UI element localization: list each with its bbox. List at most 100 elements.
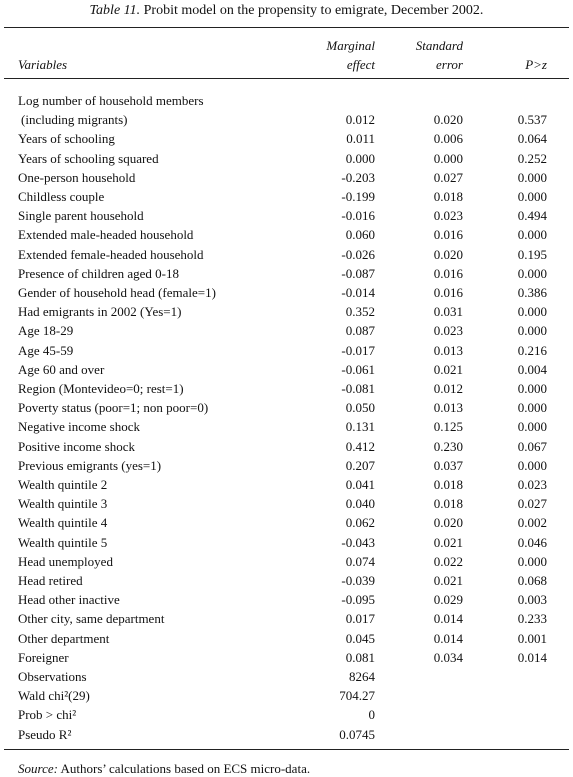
cell: 0.023 — [517, 477, 547, 492]
title-label: Table 11. — [89, 3, 141, 18]
row-label: Other department — [18, 630, 110, 646]
cell: 0.016 — [433, 285, 463, 300]
cell: 0.216 — [517, 342, 547, 358]
cell: 0.013 — [433, 400, 463, 416]
cell: 0.021 — [433, 573, 463, 588]
header-column: P>z — [525, 57, 547, 72]
cell: -0.203 — [341, 169, 375, 185]
row-label: Positive income shock — [18, 438, 135, 454]
cell: 0.000 — [517, 419, 547, 435]
cell: 0.000 — [517, 381, 547, 396]
cell: 0.064 — [517, 131, 547, 147]
row-label: Wealth quintile 3 — [18, 496, 108, 512]
cell: 0.034 — [433, 649, 463, 665]
row-label: (including migrants) — [21, 112, 128, 128]
cell: 0.020 — [433, 112, 463, 128]
cell: 0.021 — [433, 534, 463, 550]
cell: 0.027 — [517, 496, 547, 512]
cell: -0.087 — [341, 265, 375, 281]
cell: 0.012 — [433, 381, 463, 396]
row-label: Foreigner — [18, 649, 69, 665]
cell: 0.000 — [517, 189, 547, 204]
cell: 0.195 — [517, 246, 547, 262]
cell: 0.060 — [345, 227, 375, 243]
cell: -0.095 — [341, 592, 375, 608]
cell: -0.014 — [341, 285, 375, 300]
row-label: Wealth quintile 4 — [18, 515, 108, 531]
row-label: Wald chi²(29) — [18, 688, 90, 704]
cell: 0.022 — [433, 553, 463, 569]
source-label: Source: — [18, 761, 58, 776]
cell: 0.040 — [345, 496, 375, 512]
row-label: Negative income shock — [18, 419, 141, 435]
cell: 0.014 — [433, 611, 463, 627]
cell: 0.046 — [517, 534, 547, 550]
cell: -0.016 — [341, 208, 375, 224]
cell: 0.020 — [433, 246, 463, 262]
cell: 0.074 — [345, 553, 375, 569]
cell: 0.006 — [433, 131, 463, 147]
row-label: One-person household — [18, 169, 136, 185]
cell: 0.012 — [345, 112, 375, 128]
cell: 0.412 — [345, 438, 375, 454]
header-variables: Variables — [18, 57, 68, 72]
row-label: Single parent household — [18, 208, 144, 224]
cell: 0.000 — [517, 304, 547, 320]
cell: 0.207 — [345, 457, 375, 473]
cell: -0.039 — [341, 573, 375, 588]
cell: 0.000 — [517, 227, 547, 243]
cell: 0.125 — [433, 419, 463, 435]
row-label: Childless couple — [18, 189, 105, 204]
cell: 0.0745 — [339, 726, 375, 742]
cell: 0.233 — [517, 611, 547, 627]
title-text: Probit model on the propensity to emigra… — [143, 3, 484, 18]
cell: 0.000 — [517, 169, 547, 185]
cell: 0.018 — [433, 496, 463, 512]
row-label: Poverty status (poor=1; non poor=0) — [18, 400, 209, 416]
cell: 0.000 — [517, 265, 547, 281]
cell: 0.001 — [517, 630, 547, 646]
cell: -0.043 — [341, 534, 375, 550]
cell: 0.041 — [345, 477, 375, 492]
row-label: Had emigrants in 2002 (Yes=1) — [18, 304, 182, 320]
cell: 0.045 — [345, 630, 375, 646]
cell: 0.050 — [345, 400, 375, 416]
cell: 0 — [368, 707, 376, 723]
row-label: Wealth quintile 5 — [18, 534, 108, 550]
cell: 0.004 — [517, 361, 547, 377]
row-label: Head unemployed — [18, 553, 113, 569]
cell: 0.230 — [433, 438, 463, 454]
header-column: Marginal — [326, 37, 375, 53]
cell: 0.021 — [433, 361, 463, 377]
cell: 704.27 — [339, 688, 375, 704]
cell: 0.020 — [433, 515, 463, 531]
cell: 0.023 — [433, 208, 463, 224]
row-label: Age 45-59 — [18, 342, 74, 358]
row-label: Gender of household head (female=1) — [18, 285, 216, 300]
row-label: Age 18-29 — [18, 323, 74, 339]
cell: 0.068 — [517, 573, 547, 588]
cell: 0.000 — [433, 150, 463, 166]
cell: 0.027 — [433, 169, 463, 185]
row-label: Other city, same department — [18, 611, 165, 627]
cell: 0.067 — [517, 438, 547, 454]
cell: 0.016 — [433, 227, 463, 243]
cell: 0.537 — [517, 112, 547, 128]
cell: 0.018 — [433, 477, 463, 492]
cell: 0.000 — [517, 457, 547, 473]
cell: 0.252 — [517, 150, 547, 166]
cell: 0.000 — [517, 323, 547, 339]
cell: -0.017 — [341, 342, 375, 358]
row-label: Wealth quintile 2 — [18, 477, 108, 492]
cell: 0.352 — [345, 304, 375, 320]
cell: -0.061 — [341, 361, 375, 377]
cell: 0.081 — [345, 649, 375, 665]
title: Table 11. Probit model on the propensity… — [0, 3, 573, 18]
row-label: Head retired — [18, 573, 83, 588]
row-label: Pseudo R² — [18, 726, 72, 742]
cell: 0.011 — [346, 131, 375, 147]
cell: 0.062 — [345, 515, 375, 531]
cell: 0.018 — [433, 189, 463, 204]
cell: 8264 — [349, 669, 375, 684]
